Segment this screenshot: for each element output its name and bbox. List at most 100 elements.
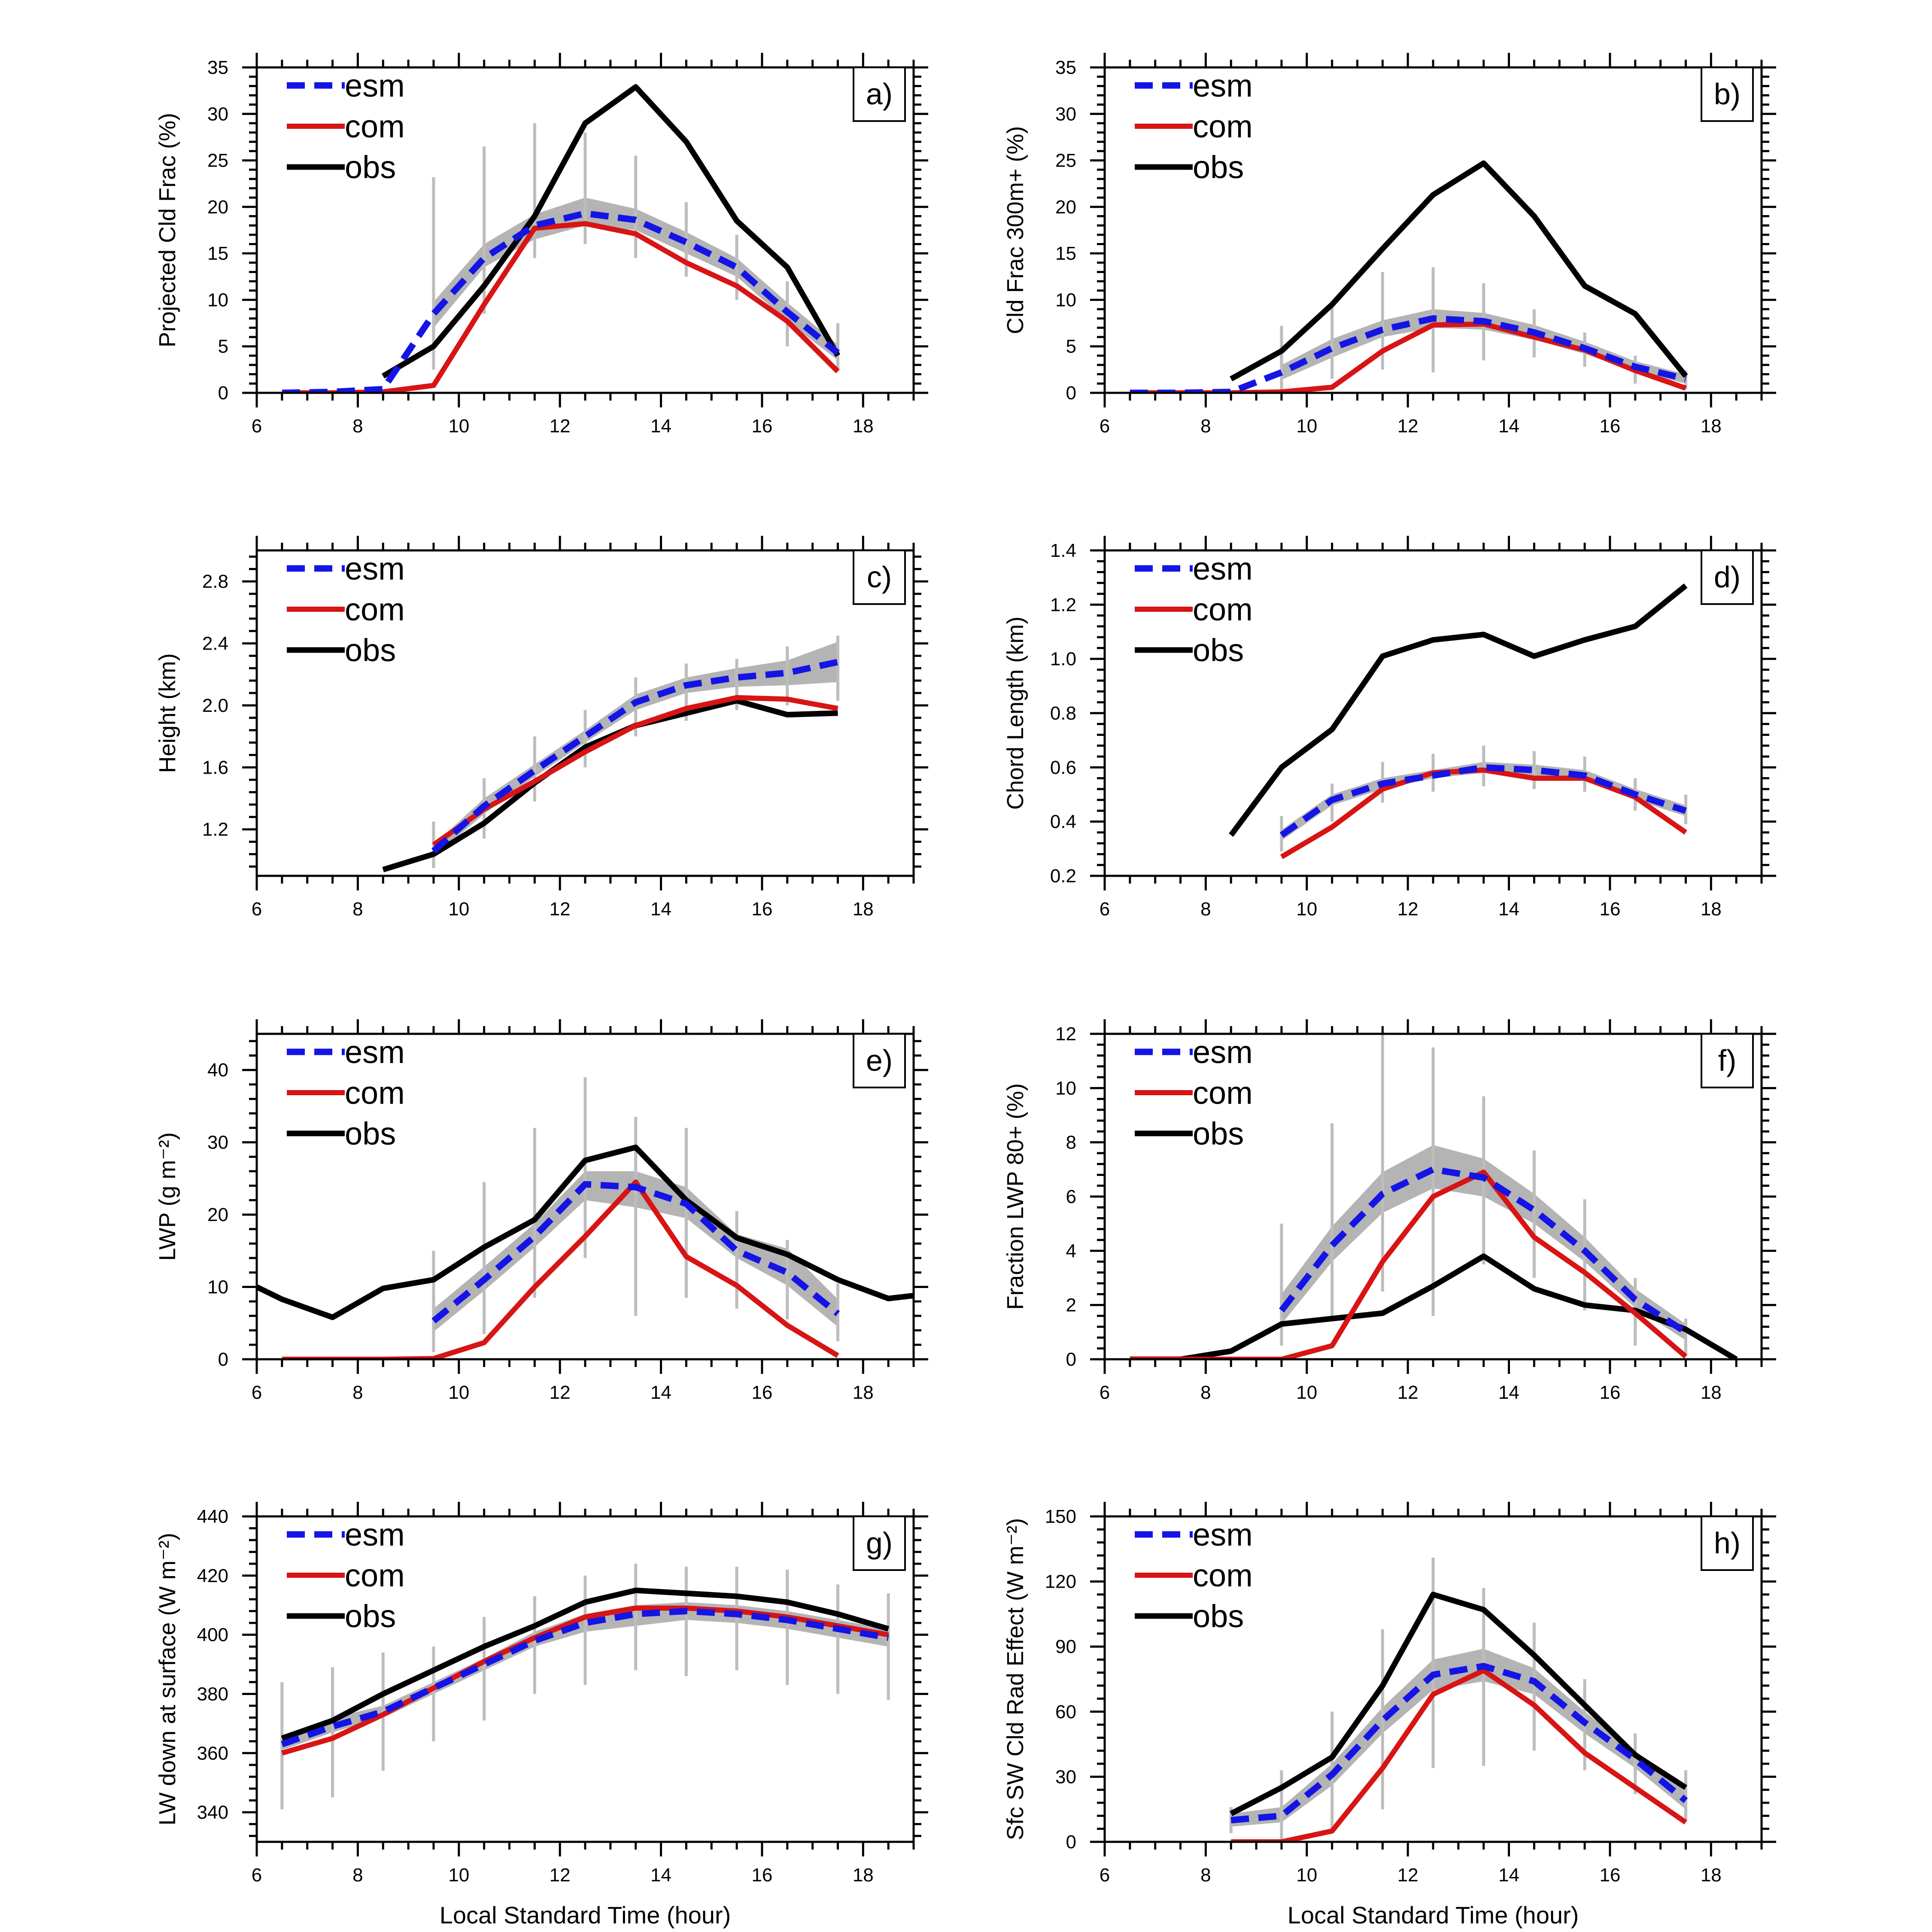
y-tick-label: 360 [197,1743,228,1764]
series-com [432,695,838,847]
y-axis-title: Chord Length (km) [1002,617,1028,810]
x-tick-label: 10 [448,1865,469,1886]
x-tick-label: 18 [853,899,874,920]
x-tick-label: 18 [1701,899,1722,920]
series-obs [257,1144,914,1320]
panel-tag-box [1701,67,1754,122]
y-tick-label: 340 [197,1802,228,1823]
panel-tag-box [853,1033,906,1088]
y-axis-title: Fraction LWP 80+ (%) [1002,1083,1028,1310]
x-tick-label: 6 [1100,1382,1110,1403]
x-tick-label: 8 [352,1382,363,1403]
panel-tag-box [853,67,906,122]
y-tick-label: 120 [1045,1571,1076,1592]
y-tick-label: 2 [1066,1295,1076,1316]
x-tick-label: 18 [853,1382,874,1403]
x-tick-label: 10 [1296,1382,1317,1403]
legend-label-obs: obs [345,632,396,668]
legend-label-com: com [345,1075,405,1111]
y-tick-label: 40 [207,1060,228,1081]
y-tick-label: 1.2 [1050,594,1076,615]
x-tick-label: 14 [650,1865,671,1886]
series-obs [1229,583,1688,837]
y-tick-label: 20 [1055,197,1076,218]
x-tick-label: 12 [1397,416,1419,437]
panel-tag: b) [1714,77,1741,111]
x-tick-label: 12 [1397,899,1419,920]
y-tick-label: 10 [1055,289,1076,310]
plot-area [280,1564,890,1810]
y-tick-label: 5 [1066,336,1076,357]
y-axis-title: Cld Frac 300m+ (%) [1002,126,1028,334]
series-obs [281,1587,889,1741]
panel-tag-box [853,550,906,605]
x-tick-label: 14 [1498,899,1519,920]
plot-area [282,84,841,393]
y-tick-label: 8 [1066,1132,1076,1153]
y-axis-title: LWP (g m⁻²) [155,1132,180,1261]
y-tick-label: 0 [218,1349,228,1370]
legend-label-obs: obs [345,1116,396,1151]
x-tick-label: 14 [650,1382,671,1403]
legend-label-obs: obs [1193,1598,1244,1634]
y-tick-label: 10 [1055,1078,1076,1099]
x-tick-label: 18 [1701,1382,1722,1403]
x-tick-label: 6 [252,1382,262,1403]
y-axis-title: LW down at surface (W m⁻²) [155,1533,180,1826]
x-tick-label: 8 [352,1865,363,1886]
legend-label-obs: obs [1193,1116,1244,1151]
plot-area [1130,1034,1738,1359]
x-tick-label: 10 [448,416,469,437]
x-tick-label: 14 [650,899,671,920]
legend-label-obs: obs [1193,632,1244,668]
x-tick-label: 8 [1200,1382,1211,1403]
x-tick-label: 12 [1397,1865,1419,1886]
x-tick-label: 6 [252,899,262,920]
series-esm [282,210,840,393]
series-com [1231,1668,1687,1842]
x-tick-label: 8 [1200,899,1211,920]
panel-tag: c) [867,560,892,594]
legend-label-com: com [345,1558,405,1593]
plot-area [382,635,839,872]
x-tick-label: 6 [1100,1865,1110,1886]
x-tick-label: 16 [1599,1865,1620,1886]
x-tick-label: 16 [751,1865,772,1886]
y-tick-label: 15 [207,243,228,264]
y-tick-label: 0.8 [1050,703,1076,724]
x-tick-label: 6 [1100,899,1110,920]
y-tick-label: 0 [1066,383,1076,404]
series-obs [1230,1592,1687,1817]
plot-area [1229,1558,1688,1842]
y-tick-label: 15 [1055,243,1076,264]
panel-h: 6 8 10 12 14 16 18 0 30 60 90 120 150 Sfc SW Cld Rad … [1002,1502,1776,1929]
series-com [1130,1170,1688,1359]
x-tick-label: 10 [1296,899,1317,920]
series-com [282,221,840,393]
y-tick-label: 420 [197,1565,228,1586]
y-tick-label: 0 [218,383,228,404]
legend-label-esm: esm [345,551,405,586]
panel-c: 6 8 10 12 14 16 18 1.2 1.6 2.0 2.4 2.8 Height (km) es… [155,536,928,920]
series-com [1280,767,1687,859]
x-tick-label: 6 [252,1865,262,1886]
y-tick-label: 1.6 [202,757,228,778]
x-tick-label: 16 [751,416,772,437]
y-tick-label: 150 [1045,1506,1076,1527]
legend-label-esm: esm [1193,1034,1253,1070]
x-tick-label: 14 [1498,1865,1519,1886]
panel-tag: a) [866,77,893,111]
y-axis-title: Sfc SW Cld Rad Effect (W m⁻²) [1002,1518,1028,1841]
panel-tag-box [1701,1033,1754,1088]
legend-label-esm: esm [1193,1517,1253,1552]
y-tick-label: 10 [207,1277,228,1298]
y-tick-label: 25 [1055,150,1076,171]
series-obs [1230,160,1688,382]
y-tick-label: 1.4 [1050,540,1076,561]
legend-label-com: com [1193,1075,1253,1111]
legend-label-esm: esm [345,68,405,103]
x-tick-label: 18 [853,1865,874,1886]
panel-tag-box [1701,1516,1754,1571]
panel-f: 6 8 10 12 14 16 18 0 2 4 6 8 10 12 Fraction LWP 80+ (%… [1002,1019,1776,1403]
plot-area [1229,583,1688,859]
